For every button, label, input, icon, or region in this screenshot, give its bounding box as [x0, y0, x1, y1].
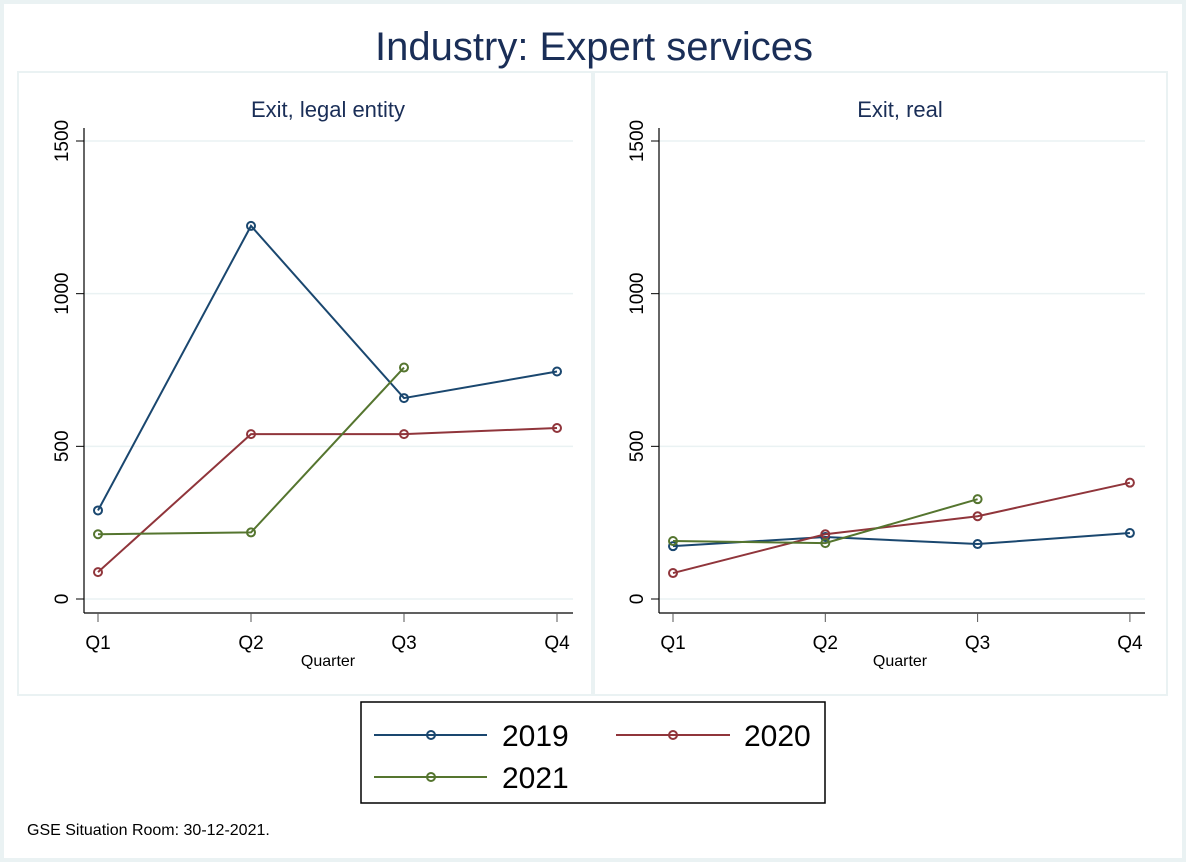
- data-point-2021: [668, 535, 678, 546]
- y-tick-label: 1000: [627, 273, 648, 315]
- x-tick-label: Q1: [660, 633, 685, 654]
- data-point-2021: [246, 527, 256, 538]
- data-point-2020: [1124, 477, 1135, 488]
- y-tick-label: 500: [627, 430, 648, 462]
- legend-label: 2020: [744, 720, 811, 753]
- data-point-2019: [1124, 528, 1135, 539]
- panel-right-frame: [593, 71, 1168, 696]
- data-point-2019: [552, 366, 562, 377]
- data-point-2019: [93, 505, 103, 516]
- legend-marker-icon: [426, 772, 436, 782]
- series-line-2019: [97, 224, 558, 511]
- data-point-2019: [246, 220, 256, 231]
- data-point-2020: [552, 423, 562, 434]
- data-point-2020: [399, 429, 409, 440]
- data-point-2020: [93, 567, 103, 578]
- y-tick-label: 1500: [627, 120, 648, 162]
- data-point-2021: [93, 529, 103, 540]
- x-tick-label: Q1: [85, 633, 110, 654]
- x-tick-label: Q2: [238, 633, 263, 654]
- panel-left-frame: [17, 71, 593, 696]
- series-line-2021: [672, 498, 978, 545]
- panel-exit-real: Exit, real Quarter 0 500 1000 1500 Q1 Q2 Q3 Q4: [627, 97, 1145, 670]
- footnote: GSE Situation Room: 30-12-2021.: [27, 822, 270, 839]
- legend-marker-icon: [668, 730, 678, 740]
- x-tick-label: Q4: [544, 633, 570, 654]
- legend: 2019 2020 2021: [360, 701, 826, 804]
- legend-label: 2021: [502, 762, 569, 795]
- panel-subtitle: Exit, real: [857, 97, 943, 122]
- y-tick-label: 0: [627, 594, 648, 605]
- legend-item-2019: 2019: [374, 720, 569, 753]
- series-line-2021: [97, 366, 405, 536]
- data-point-2019: [668, 541, 678, 552]
- data-point-2019: [972, 539, 983, 550]
- data-point-2021: [820, 538, 831, 549]
- x-tick-label: Q2: [813, 633, 838, 654]
- chart-svg: Industry: Expert services Exit, legal en…: [17, 25, 1168, 839]
- x-tick-label: Q3: [965, 633, 990, 654]
- x-tick-label: Q4: [1117, 633, 1143, 654]
- x-tick-label: Q3: [391, 633, 416, 654]
- x-axis-label: Quarter: [301, 653, 356, 670]
- y-tick-label: 1500: [52, 120, 73, 162]
- y-tick-label: 500: [52, 430, 73, 462]
- data-point-2019: [399, 393, 409, 404]
- chart-title: Industry: Expert services: [375, 25, 813, 69]
- x-axis-label: Quarter: [873, 653, 928, 670]
- series-line-2020: [97, 427, 558, 573]
- panel-exit-legal-entity: Exit, legal entity Quarter 0 500 1000 1500 Q…: [52, 97, 573, 670]
- chart-canvas: Industry: Expert services Exit, legal en…: [4, 4, 1182, 858]
- legend-label: 2019: [502, 720, 569, 753]
- data-point-2020: [972, 511, 983, 522]
- legend-marker-icon: [426, 730, 436, 740]
- y-tick-label: 0: [52, 594, 73, 605]
- data-point-2020: [668, 568, 678, 579]
- y-tick-label: 1000: [52, 273, 73, 315]
- data-point-2020: [246, 429, 256, 440]
- series-line-2020: [672, 481, 1131, 575]
- data-point-2021: [972, 494, 983, 505]
- data-point-2021: [399, 362, 409, 373]
- legend-item-2020: 2020: [616, 720, 811, 753]
- legend-box: [360, 701, 826, 804]
- legend-item-2021: 2021: [374, 762, 569, 795]
- panel-subtitle: Exit, legal entity: [251, 97, 405, 122]
